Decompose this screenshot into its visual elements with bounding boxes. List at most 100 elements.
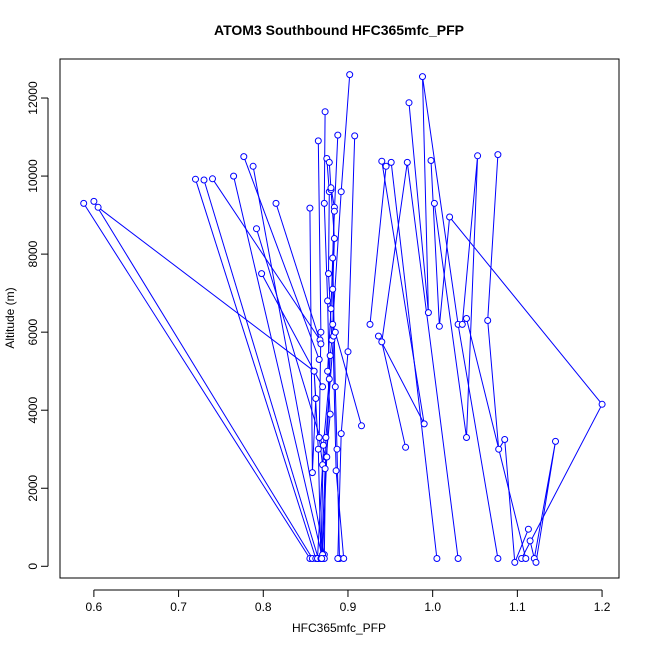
data-point xyxy=(320,199,328,207)
data-point xyxy=(329,254,337,262)
series-line xyxy=(529,441,556,563)
data-point xyxy=(494,555,502,562)
series-line xyxy=(256,228,327,458)
data-point xyxy=(334,131,342,139)
data-point xyxy=(327,184,335,192)
data-point xyxy=(321,108,329,116)
data-point xyxy=(331,383,339,391)
data-point xyxy=(375,332,382,340)
data-point xyxy=(435,322,443,330)
data-point xyxy=(501,436,509,443)
data-point xyxy=(526,537,534,545)
data-point xyxy=(427,157,435,164)
data-point xyxy=(329,285,337,293)
data-point xyxy=(382,162,390,170)
y-axis-label: Altitude (m) xyxy=(3,287,17,348)
series-line xyxy=(390,162,438,559)
x-tick-label: 1.2 xyxy=(594,600,611,614)
data-point xyxy=(312,395,320,402)
data-point xyxy=(315,434,323,441)
data-point xyxy=(458,320,466,328)
y-tick-label: 10000 xyxy=(26,159,40,193)
x-axis-label: HFC365mfc_PFP xyxy=(292,621,386,635)
data-point xyxy=(344,348,352,356)
series-line xyxy=(203,179,319,559)
data-point xyxy=(495,445,503,453)
data-point xyxy=(253,225,260,233)
data-point xyxy=(463,315,470,322)
data-point xyxy=(322,434,330,441)
data-point xyxy=(333,445,341,453)
data-point xyxy=(332,467,340,475)
data-point xyxy=(424,309,432,317)
data-point xyxy=(598,400,606,408)
data-point xyxy=(209,175,216,183)
data-point xyxy=(474,152,482,160)
series-line xyxy=(243,156,320,360)
y-tick-label: 2000 xyxy=(26,475,40,502)
data-point xyxy=(314,137,322,145)
data-point xyxy=(378,338,386,346)
data-point xyxy=(80,199,88,207)
data-point xyxy=(310,367,318,375)
data-point xyxy=(308,469,316,477)
data-point xyxy=(387,158,395,166)
data-point xyxy=(403,158,411,166)
data-point xyxy=(430,199,438,207)
data-point xyxy=(326,410,334,418)
series-line xyxy=(334,332,362,426)
data-point xyxy=(319,441,327,449)
data-point xyxy=(552,437,559,445)
data-point xyxy=(315,356,323,363)
data-point xyxy=(325,158,333,166)
data-point xyxy=(90,197,98,205)
data-point xyxy=(463,434,470,441)
series-line xyxy=(381,162,459,559)
series-line xyxy=(433,155,527,559)
data-point xyxy=(317,340,325,348)
data-point xyxy=(317,328,325,336)
data-point xyxy=(321,465,329,473)
series-line xyxy=(369,166,387,325)
y-tick-label: 4000 xyxy=(26,397,40,424)
data-point xyxy=(346,71,354,79)
data-point xyxy=(494,151,502,159)
data-point xyxy=(433,555,441,562)
data-point xyxy=(334,555,342,562)
series-line xyxy=(233,175,324,559)
data-point xyxy=(258,270,266,278)
x-tick-label: 0.9 xyxy=(340,600,357,614)
x-tick-label: 0.8 xyxy=(255,600,272,614)
data-point xyxy=(337,430,345,438)
data-point xyxy=(314,445,322,453)
data-point xyxy=(249,162,257,170)
data-point xyxy=(329,320,337,328)
data-point xyxy=(358,422,365,430)
data-point xyxy=(454,555,462,562)
series-line xyxy=(83,203,311,559)
series-line xyxy=(252,166,325,555)
data-point xyxy=(330,207,338,215)
series-line xyxy=(261,273,324,388)
y-tick-label: 8000 xyxy=(26,240,40,267)
data-point xyxy=(524,525,532,533)
data-point xyxy=(378,157,386,165)
data-point xyxy=(366,320,374,328)
data-point xyxy=(420,420,428,428)
data-point xyxy=(331,328,339,336)
x-tick-label: 1.1 xyxy=(509,600,526,614)
data-point xyxy=(319,383,327,391)
data-point xyxy=(511,558,519,566)
chart-title: ATOM3 Southbound HFC365mfc_PFP xyxy=(214,22,464,38)
series-line xyxy=(337,135,356,559)
data-point xyxy=(94,203,102,211)
data-point xyxy=(240,153,248,161)
x-tick-label: 0.7 xyxy=(170,600,187,614)
data-point xyxy=(419,73,426,81)
plot-area: 0.6 0.7 0.8 0.9 1.0 1.1 1.2 0 2000 4000 6000 8000 10… xyxy=(26,58,620,614)
data-point xyxy=(318,555,326,562)
data-point xyxy=(446,213,454,221)
data-point xyxy=(532,558,540,566)
